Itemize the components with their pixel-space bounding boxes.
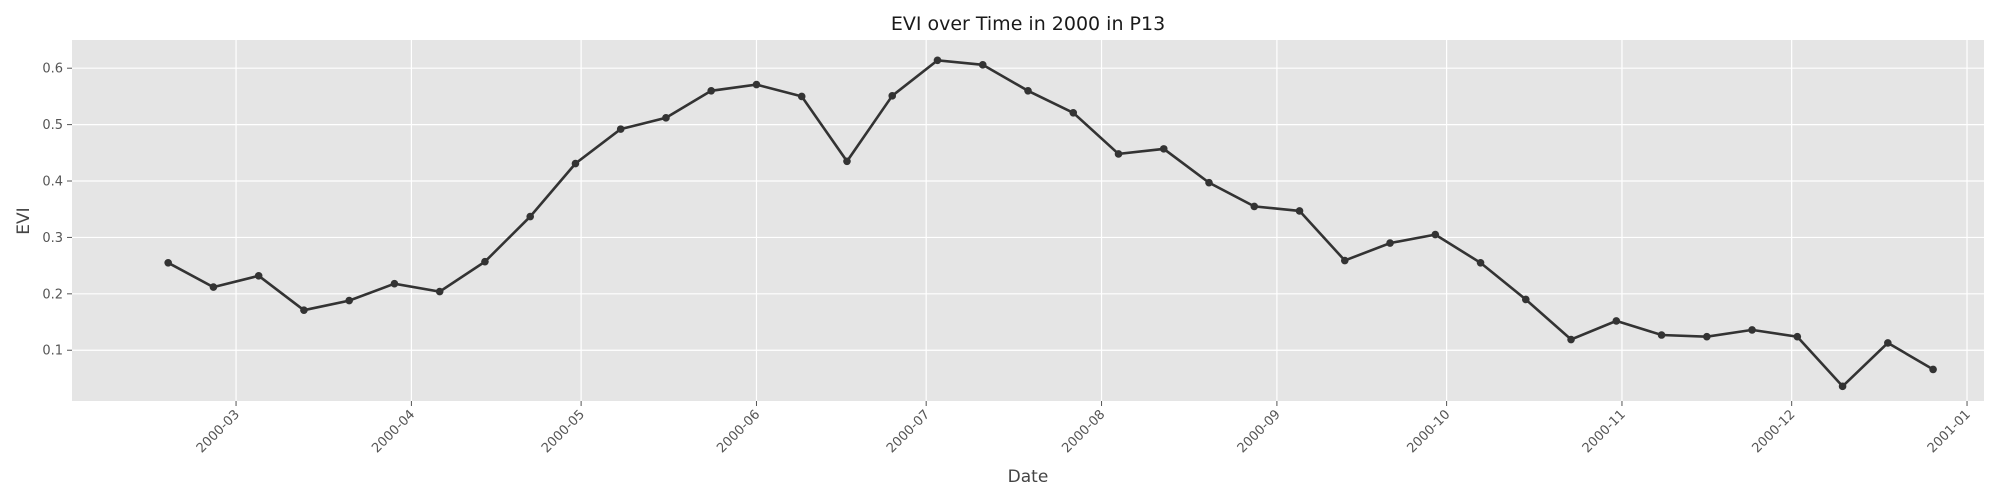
y-axis-ticks: 0.1 0.2 0.3 0.4 0.5 0.6 [42,62,72,359]
x-tick-label: 2000-04 [369,407,418,456]
x-tick-label: 2000-03 [194,407,243,456]
data-point [571,159,580,168]
data-point [526,212,535,221]
x-tick-label: 2000-05 [539,407,588,456]
x-tick-label: 2001-01 [1925,407,1974,456]
data-point [752,80,761,89]
plot-area [72,40,1984,401]
data-point [1205,178,1213,187]
data-point [707,86,716,95]
data-point [1476,259,1485,267]
data-point [1024,86,1032,95]
data-point [254,271,263,280]
data-point [481,257,489,266]
data-point [662,114,670,122]
data-point [1114,150,1123,158]
series-evi [164,56,1937,391]
data-point [1340,256,1349,265]
data-point [1884,339,1892,347]
chart-title: EVI over Time in 2000 in P13 [891,13,1165,35]
data-point [1612,317,1621,325]
y-tick-label: 0.4 [42,175,63,190]
data-point [797,92,806,101]
x-tick-label: 2000-08 [1059,407,1108,456]
grid-lines [72,40,1984,401]
data-point [1521,295,1530,304]
data-point [1250,202,1259,211]
data-point [209,283,218,291]
y-tick-label: 0.5 [42,118,63,133]
y-tick-label: 0.2 [42,287,63,302]
data-point [1567,335,1575,344]
x-tick-label: 2000-06 [714,407,763,456]
evi-line [167,58,1934,389]
x-tick-label: 2000-07 [884,407,933,456]
y-axis-label: EVI [14,207,34,234]
data-point [1657,331,1666,339]
data-point [1748,326,1756,334]
x-axis-label: Date [1008,467,1049,487]
y-tick-label: 0.3 [42,231,63,246]
data-point [1431,230,1440,239]
data-point [1793,332,1802,341]
x-tick-label: 2000-09 [1235,407,1284,456]
data-point [1295,207,1304,215]
data-point [435,287,444,296]
data-point [888,92,897,100]
data-point [300,306,308,314]
x-tick-label: 2000-11 [1580,407,1629,456]
data-point [164,259,172,267]
y-tick-label: 0.6 [42,62,63,77]
data-point [933,56,942,65]
x-tick-label: 2000-12 [1749,407,1798,456]
x-axis-ticks: 2000-03 2000-04 2000-05 2000-06 2000-07 2000-… [194,401,1974,456]
y-tick-label: 0.1 [42,344,63,359]
data-point [345,296,353,305]
data-point [1929,365,1937,374]
data-point [1838,382,1847,391]
data-point [1703,332,1711,341]
data-point [978,61,987,69]
data-point [1069,108,1078,117]
x-tick-label: 2000-10 [1404,407,1453,456]
data-point [1159,145,1168,153]
data-point [390,279,399,288]
data-point [843,157,851,166]
data-point [1386,239,1394,247]
data-point [616,125,625,133]
